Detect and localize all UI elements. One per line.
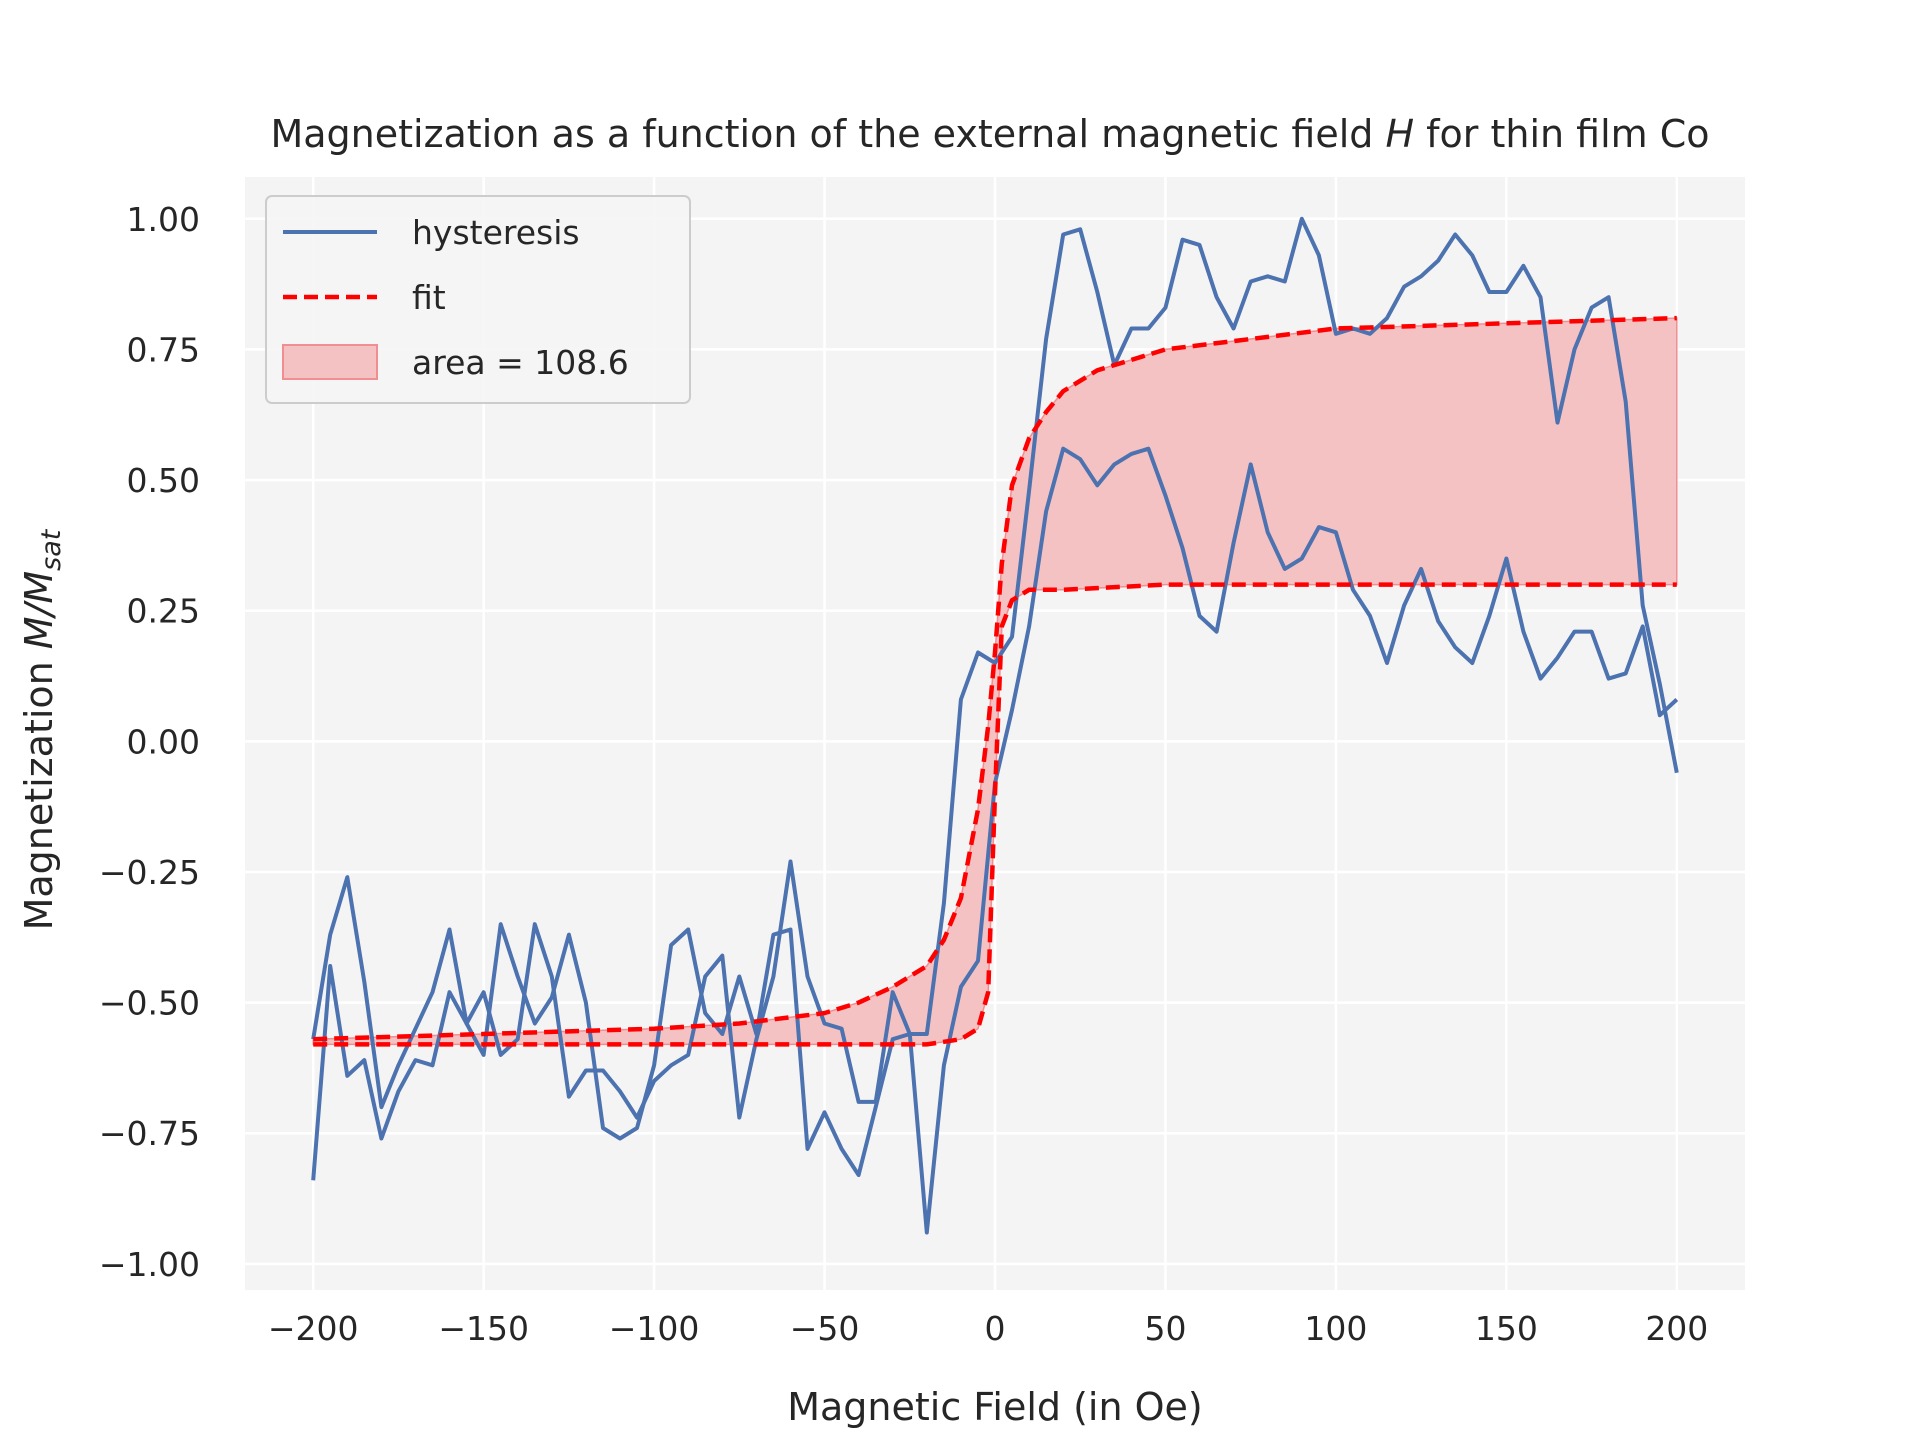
chart-title: Magnetization as a function of the exter… bbox=[270, 112, 1709, 156]
x-tick-label: 150 bbox=[1475, 1309, 1538, 1348]
x-tick-label: 100 bbox=[1304, 1309, 1367, 1348]
legend-area-swatch bbox=[282, 344, 378, 380]
x-tick-label: −100 bbox=[609, 1309, 700, 1348]
y-tick-label: −1.00 bbox=[99, 1245, 200, 1284]
y-tick-label: 0.25 bbox=[127, 592, 200, 631]
y-tick-label: 0.50 bbox=[127, 461, 200, 500]
fit-lines-layer bbox=[313, 315, 1677, 1047]
y-tick-label: −0.50 bbox=[99, 984, 200, 1023]
y-tick-labels: 1.00 0.75 0.50 0.25 0.00 −0.25 −0.50 −0.75 −1.00 bbox=[99, 200, 200, 1284]
x-tick-labels: −200 −150 −100 −50 0 50 100 150 200 bbox=[268, 1309, 1708, 1348]
x-axis-label: Magnetic Field (in Oe) bbox=[787, 1385, 1203, 1429]
fit-line-upper bbox=[313, 315, 1677, 1042]
y-axis-label: Magnetization M/Msat bbox=[17, 528, 67, 930]
legend: hysteresis fit area = 108.6 bbox=[265, 195, 691, 404]
x-tick-label: 200 bbox=[1645, 1309, 1708, 1348]
y-tick-label: 1.00 bbox=[127, 200, 200, 239]
legend-hysteresis-label: hysteresis bbox=[412, 213, 580, 252]
y-tick-label: 0.00 bbox=[127, 722, 200, 761]
x-tick-label: 0 bbox=[985, 1309, 1006, 1348]
x-tick-label: −50 bbox=[790, 1309, 860, 1348]
legend-fit-label: fit bbox=[412, 278, 446, 317]
y-tick-label: −0.75 bbox=[99, 1114, 200, 1153]
fit-line-lower bbox=[313, 582, 1677, 1047]
y-tick-label: 0.75 bbox=[127, 330, 200, 369]
y-tick-label: −0.25 bbox=[99, 853, 200, 892]
hysteresis-line-decreasing bbox=[311, 216, 1679, 1177]
x-tick-label: −150 bbox=[438, 1309, 529, 1348]
legend-area-label: area = 108.6 bbox=[412, 343, 629, 382]
x-tick-label: 50 bbox=[1144, 1309, 1186, 1348]
x-tick-label: −200 bbox=[268, 1309, 359, 1348]
